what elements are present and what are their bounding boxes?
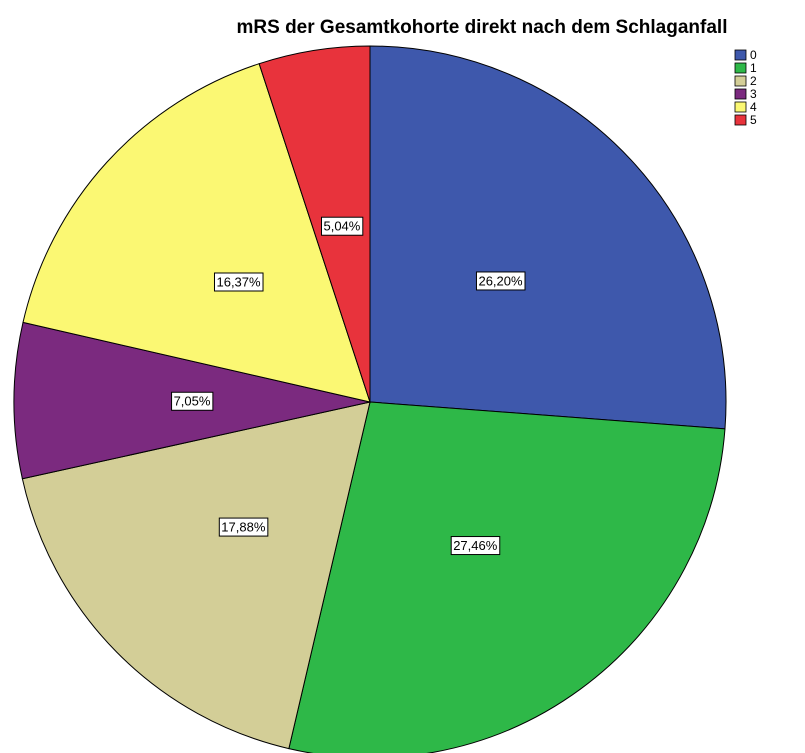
data-label: 5,04% xyxy=(320,216,364,236)
legend-label: 2 xyxy=(750,74,757,88)
data-label: 7,05% xyxy=(171,391,214,411)
data-label: 27,46% xyxy=(450,536,501,556)
legend-label: 4 xyxy=(750,100,757,114)
legend-label: 1 xyxy=(750,61,757,75)
data-label-text: 5,04% xyxy=(323,219,360,234)
pie-slice xyxy=(21,401,371,750)
pie-slice xyxy=(369,45,727,430)
data-label: 17,88% xyxy=(218,517,269,537)
data-label-box xyxy=(475,271,526,291)
pie-slice xyxy=(288,401,726,753)
legend-swatch xyxy=(734,62,747,74)
legend-swatch xyxy=(734,101,747,113)
data-label-box xyxy=(320,216,364,236)
chart-title: mRS der Gesamtkohorte direkt nach dem Sc… xyxy=(237,17,728,38)
legend-swatch xyxy=(734,75,747,87)
legend-label: 5 xyxy=(750,113,757,127)
pie-slice xyxy=(258,45,371,403)
data-label: 26,20% xyxy=(475,271,526,291)
data-label-text: 26,20% xyxy=(478,273,523,288)
legend-label: 3 xyxy=(750,87,757,101)
legend-swatch xyxy=(734,88,747,100)
data-label-box xyxy=(213,272,264,292)
pie-slice xyxy=(22,63,371,403)
legend-swatch xyxy=(734,114,747,126)
legend-label: 0 xyxy=(750,48,757,62)
legend-swatch xyxy=(734,49,747,61)
data-label-box xyxy=(450,536,501,556)
data-label-box xyxy=(171,391,214,411)
data-label-text: 7,05% xyxy=(174,394,211,409)
data-label-box xyxy=(218,517,269,537)
data-label-text: 17,88% xyxy=(221,520,266,535)
data-label-text: 27,46% xyxy=(453,538,498,553)
data-label-text: 16,37% xyxy=(216,274,261,289)
data-label: 16,37% xyxy=(213,272,264,292)
